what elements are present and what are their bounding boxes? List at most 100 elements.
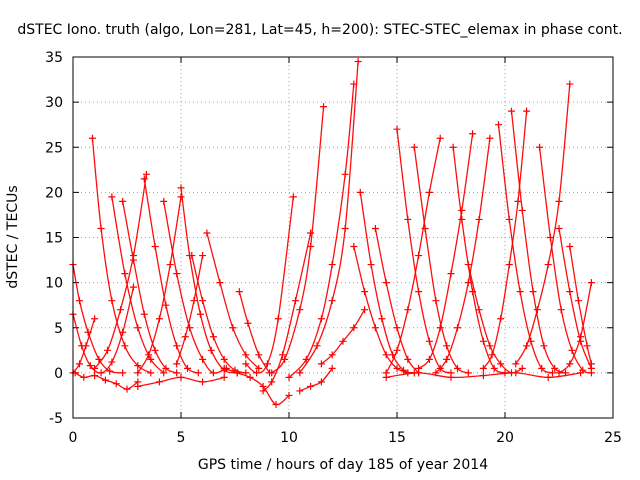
data-point [549,369,557,377]
data-point [339,337,347,345]
data-point [486,342,494,350]
data-point [229,324,237,332]
data-point [101,376,109,384]
data-point [207,346,215,354]
data-point [449,143,457,151]
data-point [155,315,163,323]
data-point [285,391,293,399]
x-tick-label: 20 [496,430,514,446]
data-point [486,134,494,142]
series-39 [512,80,574,368]
y-tick-label: 35 [45,50,63,66]
data-point [80,373,88,381]
series-line [271,105,325,374]
series-14 [173,252,207,368]
data-point [140,310,148,318]
x-axis-label: GPS time / hours of day 185 of year 2014 [198,457,488,473]
data-point [188,252,196,260]
data-point [568,346,576,354]
data-point [533,306,541,314]
y-tick-label: 20 [45,185,63,201]
data-point [367,261,375,269]
series-line [558,227,593,370]
data-point [119,369,127,377]
data-point [199,252,207,260]
data-point [587,279,595,287]
data-point [142,170,150,178]
data-point [479,372,487,380]
series-line [385,137,441,374]
tick-labels: 0 5 10 15 20 25 -5 0 5 10 15 20 25 30 35 [45,50,622,446]
data-point [328,364,336,372]
series-32 [415,130,477,372]
series-43 [555,279,595,377]
data-point [432,297,440,305]
data-point [220,373,228,381]
data-point [555,369,563,377]
series-line [467,263,523,374]
series-4 [71,369,142,393]
data-point [458,206,466,214]
data-point [95,355,103,363]
data-point [479,337,487,345]
data-point [469,130,477,138]
data-point [404,355,412,363]
data-point [194,369,202,377]
data-point [121,270,129,278]
data-point [173,369,181,377]
series-24 [296,364,336,395]
data-point [145,351,153,359]
data-point [512,369,520,377]
data-point [108,193,116,201]
data-point [268,369,276,377]
series-44 [382,369,585,381]
series-33 [432,134,494,377]
series-line [299,60,359,374]
data-point [544,373,552,381]
data-point [140,175,148,183]
data-point [507,107,515,115]
series-line [176,254,204,365]
data-point [296,306,304,314]
data-point [512,360,520,368]
series-line [538,146,593,374]
data-point [555,224,563,232]
data-point [555,197,563,205]
data-point [209,333,217,341]
data-point [216,279,224,287]
data-point [495,121,503,129]
data-point [91,315,99,323]
data-point [551,364,559,372]
data-point [199,297,207,305]
data-point [577,333,585,341]
series-12 [160,197,230,377]
data-point [341,224,349,232]
data-point [518,206,526,214]
data-point [173,360,181,368]
data-point [112,380,120,388]
data-point [415,288,423,296]
data-point [544,261,552,269]
data-point [196,310,204,318]
data-point [235,288,243,296]
y-tick-label: 10 [45,276,63,292]
series-26 [350,243,412,377]
data-point [233,369,241,377]
y-tick-label: 0 [54,366,63,382]
data-point [147,369,155,377]
data-point [464,261,472,269]
data-point [162,364,170,372]
series-15 [188,252,250,377]
series-3 [69,315,99,377]
data-point [540,342,548,350]
data-point [91,364,99,372]
data-point [134,362,142,370]
data-point [328,351,336,359]
series-36 [479,107,531,372]
series-16 [203,229,263,372]
series-19 [242,193,297,377]
data-point [479,364,487,372]
data-point [279,351,287,359]
data-point [75,297,83,305]
series-30 [393,125,455,377]
